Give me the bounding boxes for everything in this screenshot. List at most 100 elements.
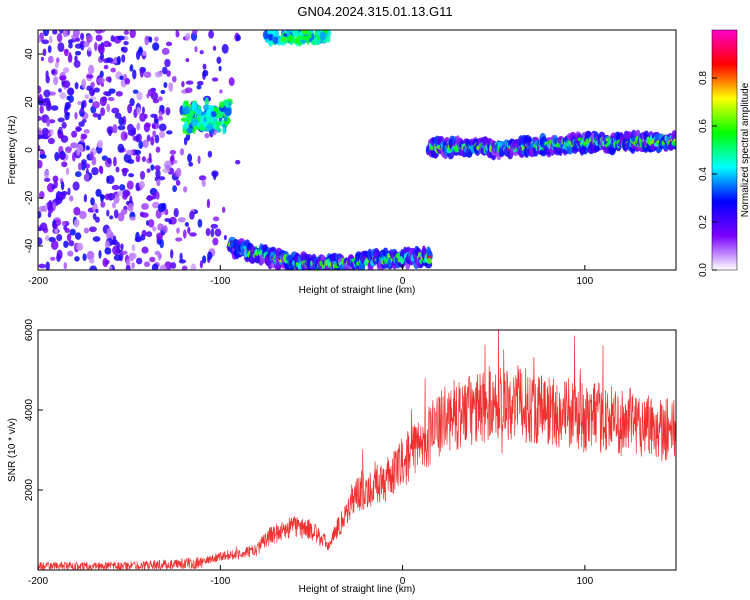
- heatmap-cell: [183, 137, 188, 146]
- heatmap-cell: [207, 251, 213, 260]
- heatmap-cell: [89, 265, 98, 270]
- colorbar-tick-label: 0.0: [698, 263, 709, 277]
- heatmap-cell: [131, 244, 136, 252]
- heatmap-cell: [143, 261, 151, 268]
- heatmap-cell: [129, 64, 134, 72]
- heatmap-cell: [185, 80, 194, 85]
- heatmap-cell: [161, 47, 170, 55]
- heatmap-cell: [54, 61, 59, 69]
- heatmap-cell: [136, 133, 142, 143]
- heatmap-cell: [181, 81, 185, 88]
- heatmap-cell: [126, 180, 134, 190]
- heatmap-cell: [272, 36, 279, 45]
- heatmap-cell: [57, 42, 65, 53]
- heatmap-cell: [134, 236, 143, 243]
- heatmap-cell: [58, 88, 62, 93]
- heatmap-cell: [179, 148, 185, 156]
- heatmap-cell: [155, 169, 161, 179]
- heatmap-cell: [168, 82, 174, 92]
- heatmap-cell: [58, 30, 64, 34]
- heatmap-cell: [119, 75, 125, 81]
- heatmap-cell: [128, 252, 137, 260]
- heatmap-cell: [219, 89, 223, 94]
- heatmap-cell: [77, 162, 82, 171]
- heatmap-x-tick-label: 100: [577, 276, 594, 287]
- heatmap-cell: [87, 47, 92, 52]
- heatmap-cell: [211, 77, 219, 82]
- heatmap-cell: [72, 181, 80, 191]
- heatmap-cell: [43, 97, 51, 103]
- heatmap-cell: [38, 115, 42, 121]
- heatmap-cell: [88, 226, 97, 233]
- heatmap-cell: [223, 234, 227, 241]
- snr-panel: -200 -100 0 100 2000 4000 6000 Height of stra…: [7, 318, 677, 595]
- heatmap-cell: [190, 263, 197, 270]
- snr-y-tick-label: 4000: [24, 398, 35, 421]
- heatmap-cell: [152, 98, 160, 104]
- heatmap-cell: [141, 50, 147, 56]
- heatmap-cell: [82, 253, 87, 261]
- heatmap-cell: [164, 58, 171, 68]
- heatmap-cell: [136, 91, 143, 101]
- heatmap-cell: [109, 265, 113, 270]
- heatmap-cell: [183, 105, 191, 115]
- snr-y-tick-label: 6000: [24, 318, 35, 341]
- heatmap-cell: [86, 74, 94, 79]
- heatmap-cell: [119, 250, 128, 255]
- heatmap-cell: [52, 30, 58, 35]
- heatmap-cell: [316, 30, 320, 37]
- heatmap-cell: [59, 92, 67, 100]
- heatmap-cell: [163, 160, 172, 170]
- heatmap-cell: [165, 41, 173, 47]
- heatmap-y-axis-label: Frequency (Hz): [7, 116, 18, 185]
- heatmap-cell: [118, 116, 125, 126]
- heatmap-cell: [39, 105, 44, 114]
- heatmap-cell: [151, 124, 156, 129]
- heatmap-cell: [127, 104, 133, 114]
- heatmap-cell: [88, 258, 95, 264]
- heatmap-cell: [47, 100, 52, 110]
- heatmap-cell: [146, 134, 151, 142]
- heatmap-cell: [111, 107, 120, 114]
- heatmap-cell: [74, 50, 82, 56]
- heatmap-cell: [218, 65, 222, 72]
- heatmap-cell: [199, 50, 204, 55]
- heatmap-x-tick-label: -100: [210, 276, 230, 287]
- heatmap-cell: [161, 66, 168, 75]
- heatmap-y-ticks: -40 -20 0 20 40: [24, 48, 43, 253]
- heatmap-cell: [155, 146, 161, 153]
- heatmap-cell: [106, 227, 112, 236]
- heatmap-cell: [70, 142, 78, 149]
- heatmap-cell: [61, 161, 68, 168]
- heatmap-cell: [72, 30, 80, 37]
- heatmap-cell: [211, 170, 219, 178]
- heatmap-cell: [127, 202, 134, 212]
- heatmap-cell: [117, 143, 125, 153]
- heatmap-cell: [110, 35, 115, 42]
- heatmap-cell: [136, 257, 143, 265]
- heatmap-cell: [100, 52, 104, 61]
- heatmap-cell: [40, 56, 44, 62]
- heatmap-cell: [164, 208, 169, 216]
- heatmap-cell: [99, 96, 107, 107]
- heatmap-cell: [173, 207, 179, 218]
- heatmap-cell: [85, 145, 90, 151]
- heatmap-cell: [95, 188, 102, 197]
- heatmap-cell: [157, 223, 165, 231]
- heatmap-cell: [65, 146, 72, 154]
- heatmap-cell: [89, 151, 94, 161]
- heatmap-cell: [63, 262, 68, 270]
- heatmap-cell: [92, 112, 99, 118]
- heatmap-cell: [113, 254, 122, 261]
- heatmap-cell: [116, 55, 121, 65]
- heatmap-cell: [185, 32, 191, 41]
- snr-frame: [37, 329, 677, 571]
- heatmap-cell: [185, 58, 190, 63]
- heatmap-cell: [126, 123, 135, 133]
- heatmap-cell: [183, 186, 188, 193]
- heatmap-cell: [103, 40, 111, 48]
- heatmap-cell: [188, 161, 194, 167]
- heatmap-y-tick-label: -20: [24, 190, 35, 205]
- heatmap-cell: [298, 36, 302, 47]
- heatmap-cell: [201, 255, 207, 264]
